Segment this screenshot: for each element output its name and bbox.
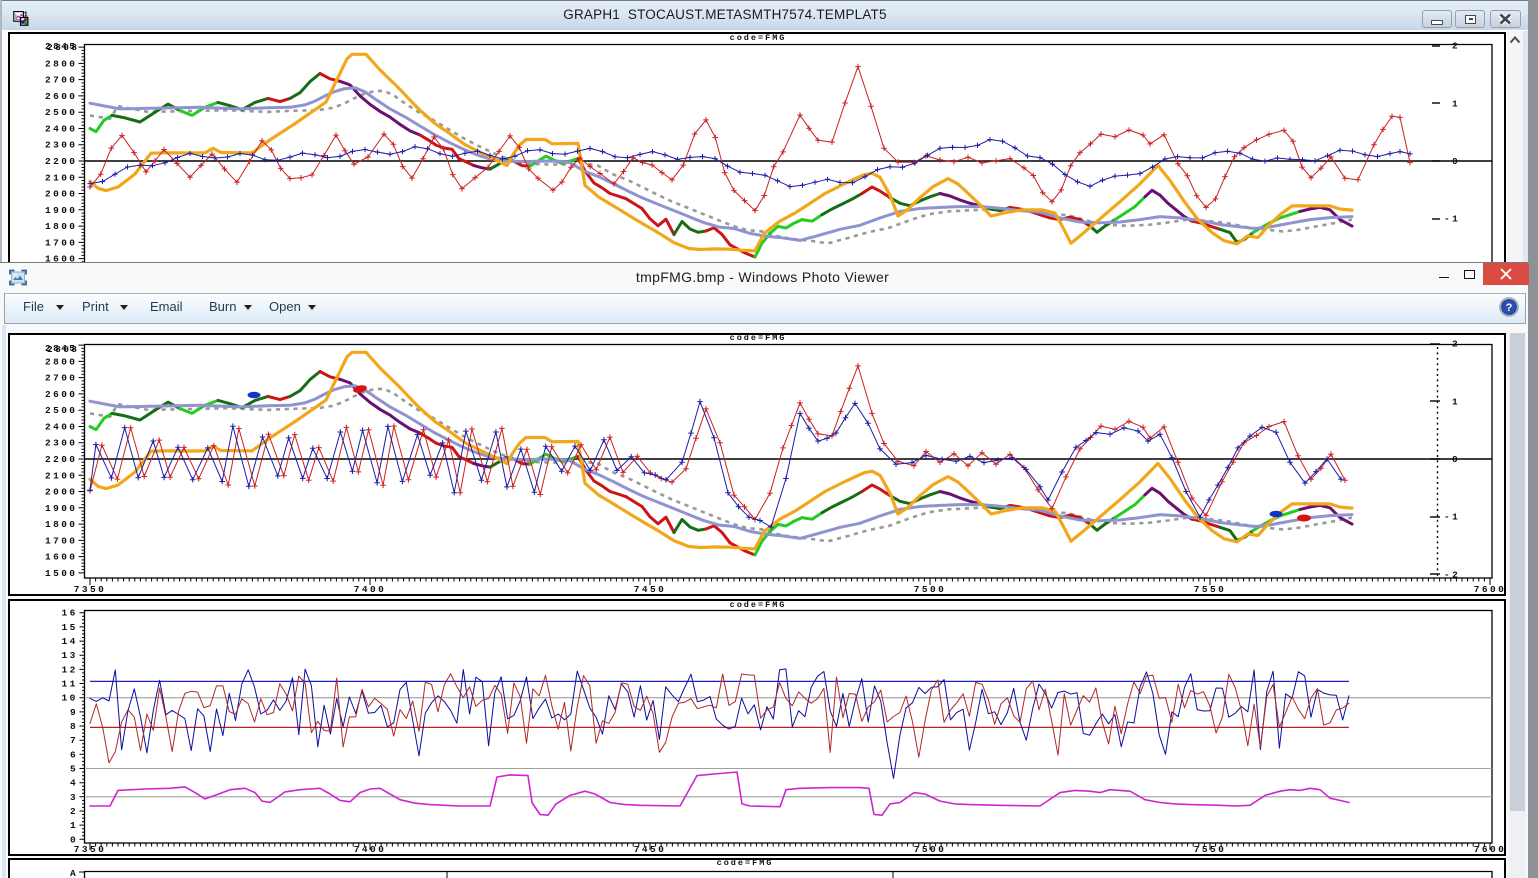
svg-text:2845: 2845 bbox=[45, 343, 77, 354]
svg-text:2300: 2300 bbox=[45, 438, 77, 449]
svg-text:7550: 7550 bbox=[1194, 844, 1226, 855]
svg-text:2000: 2000 bbox=[45, 189, 77, 200]
svg-text:14: 14 bbox=[62, 636, 78, 647]
svg-text:2: 2 bbox=[70, 806, 78, 817]
svg-text:2: 2 bbox=[1452, 339, 1460, 350]
svg-text:2400: 2400 bbox=[45, 421, 77, 432]
svg-text:2200: 2200 bbox=[45, 454, 77, 465]
svg-text:7600: 7600 bbox=[1474, 844, 1506, 855]
svg-text:16: 16 bbox=[62, 608, 78, 619]
svg-text:1700: 1700 bbox=[45, 237, 77, 248]
svg-text:7500: 7500 bbox=[914, 844, 946, 855]
svg-text:2300: 2300 bbox=[45, 140, 77, 151]
svg-text:1: 1 bbox=[24, 10, 28, 18]
svg-text:2808: 2808 bbox=[47, 344, 79, 355]
svg-text:1: 1 bbox=[1452, 396, 1460, 407]
svg-text:5: 5 bbox=[70, 764, 78, 775]
svg-text:code=FMG: code=FMG bbox=[730, 600, 787, 610]
svg-text:10: 10 bbox=[62, 693, 78, 704]
svg-text:code=FMG: code=FMG bbox=[730, 33, 787, 43]
svg-text:2500: 2500 bbox=[45, 107, 77, 118]
svg-text:0: 0 bbox=[1452, 156, 1460, 167]
svg-text:7400: 7400 bbox=[354, 844, 386, 855]
svg-text:7600: 7600 bbox=[1474, 584, 1506, 595]
svg-text:2500: 2500 bbox=[45, 405, 77, 416]
svg-text:2600: 2600 bbox=[45, 91, 77, 102]
svg-text:1600: 1600 bbox=[45, 254, 77, 262]
svg-text:13: 13 bbox=[62, 650, 78, 661]
svg-text:1700: 1700 bbox=[45, 535, 77, 546]
svg-text:2808: 2808 bbox=[47, 42, 79, 53]
svg-text:1500: 1500 bbox=[45, 568, 77, 579]
svg-text:1600: 1600 bbox=[45, 552, 77, 563]
svg-text:2100: 2100 bbox=[45, 470, 77, 481]
svg-text:2845: 2845 bbox=[45, 41, 77, 52]
svg-text:7: 7 bbox=[70, 735, 78, 746]
svg-text:2800: 2800 bbox=[45, 58, 77, 69]
svg-text:1800: 1800 bbox=[45, 221, 77, 232]
svg-text:6: 6 bbox=[70, 749, 78, 760]
svg-text:8: 8 bbox=[70, 721, 78, 732]
svg-text:1: 1 bbox=[70, 820, 78, 831]
svg-text:0: 0 bbox=[1452, 454, 1460, 465]
svg-text:7450: 7450 bbox=[634, 584, 666, 595]
svg-text:12: 12 bbox=[62, 664, 78, 675]
svg-text:A: A bbox=[70, 868, 78, 878]
svg-text:2800: 2800 bbox=[45, 356, 77, 367]
svg-text:1900: 1900 bbox=[45, 503, 77, 514]
svg-text:2200: 2200 bbox=[45, 156, 77, 167]
svg-text:7350: 7350 bbox=[74, 584, 106, 595]
svg-text:7550: 7550 bbox=[1194, 584, 1226, 595]
svg-text:7400: 7400 bbox=[354, 584, 386, 595]
svg-text:7500: 7500 bbox=[914, 584, 946, 595]
svg-text:11: 11 bbox=[62, 679, 78, 690]
svg-text:2600: 2600 bbox=[45, 389, 77, 400]
svg-text:1900: 1900 bbox=[45, 205, 77, 216]
svg-text:1: 1 bbox=[1452, 98, 1460, 109]
svg-text:0: 0 bbox=[70, 834, 78, 845]
svg-text:2400: 2400 bbox=[45, 123, 77, 134]
svg-text:-1: -1 bbox=[1444, 214, 1460, 225]
svg-text:7450: 7450 bbox=[634, 844, 666, 855]
svg-text:3: 3 bbox=[70, 792, 78, 803]
svg-text:-2: -2 bbox=[1444, 569, 1460, 580]
svg-text:code=FMG: code=FMG bbox=[730, 333, 787, 343]
svg-text:?: ? bbox=[1506, 302, 1513, 314]
svg-text:2700: 2700 bbox=[45, 373, 77, 384]
svg-text:9: 9 bbox=[70, 707, 78, 718]
svg-text:2700: 2700 bbox=[45, 75, 77, 86]
svg-text:code=FMG: code=FMG bbox=[717, 858, 774, 868]
svg-text:15: 15 bbox=[62, 622, 78, 633]
svg-text:2100: 2100 bbox=[45, 172, 77, 183]
svg-text:7350: 7350 bbox=[74, 844, 106, 855]
svg-text:2000: 2000 bbox=[45, 487, 77, 498]
svg-text:2: 2 bbox=[1452, 41, 1460, 52]
svg-text:-1: -1 bbox=[1444, 512, 1460, 523]
svg-text:1800: 1800 bbox=[45, 519, 77, 530]
svg-text:4: 4 bbox=[70, 778, 78, 789]
